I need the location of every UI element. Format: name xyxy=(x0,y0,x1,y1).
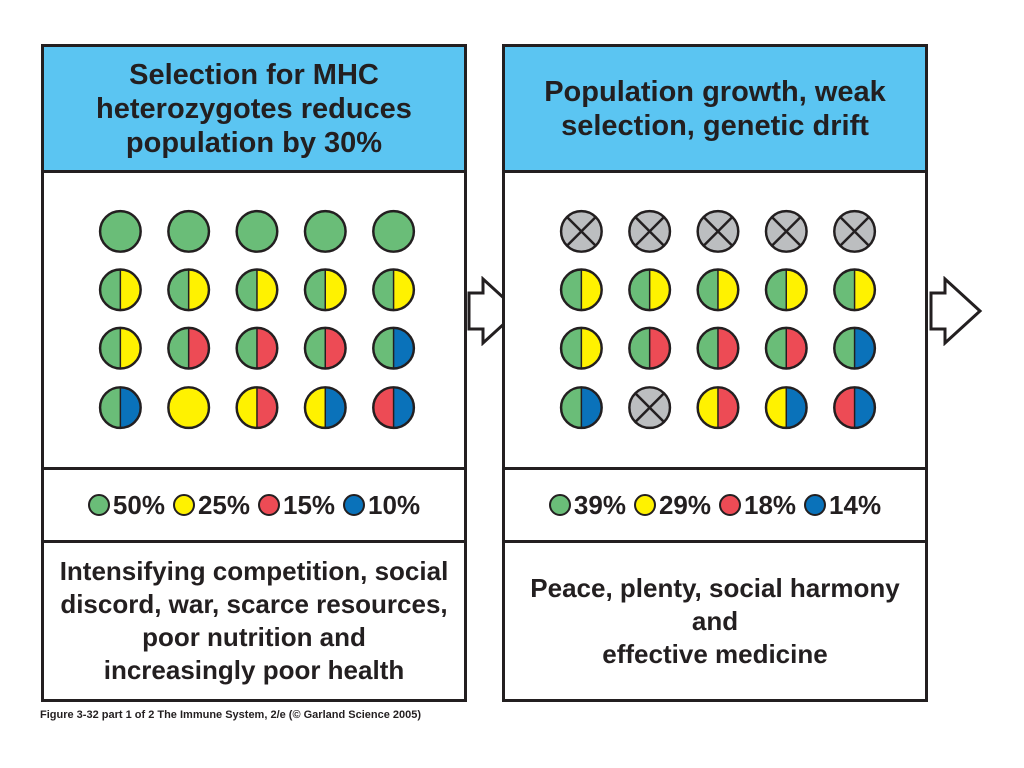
eliminated-genotype-icon xyxy=(833,209,877,253)
green-yellow-heterozygote-icon xyxy=(167,268,211,312)
green-yellow-heterozygote-icon xyxy=(696,268,740,312)
green-red-heterozygote-icon xyxy=(628,326,672,370)
green-homozygote-icon xyxy=(235,209,279,253)
panel-caption: Peace, plenty, social harmony and effect… xyxy=(505,543,925,699)
frequency-label: 39% xyxy=(573,489,626,520)
green-red-heterozygote-icon xyxy=(764,326,808,370)
panel-selection: Selection for MHC heterozygotes reduces … xyxy=(41,44,467,702)
green-homozygote-icon xyxy=(98,209,142,253)
yellow-red-heterozygote-icon xyxy=(235,386,279,430)
frequency-label: 50% xyxy=(112,489,165,520)
allele-frequency-legend: 50% 25% 15% 10% xyxy=(44,470,464,543)
red-blue-heterozygote-icon xyxy=(372,386,416,430)
frequency-label: 15% xyxy=(283,489,336,520)
green-yellow-heterozygote-icon xyxy=(303,268,347,312)
green-homozygote-icon xyxy=(167,209,211,253)
green-yellow-heterozygote-icon xyxy=(372,268,416,312)
yellow-allele-icon xyxy=(633,494,656,516)
frequency-red: 18% xyxy=(719,490,796,521)
frequency-label: 14% xyxy=(829,489,882,520)
caption-text: Peace, plenty, social harmony and effect… xyxy=(530,572,900,669)
green-red-heterozygote-icon xyxy=(167,326,211,370)
blue-allele-icon xyxy=(343,494,366,516)
caption-text: Intensifying competition, social discord… xyxy=(59,556,449,685)
frequency-green: 50% xyxy=(87,489,165,521)
green-yellow-heterozygote-icon xyxy=(833,268,877,312)
panel-header: Selection for MHC heterozygotes reduces … xyxy=(44,47,464,173)
green-yellow-heterozygote-icon xyxy=(764,268,808,312)
genotype-grid-area xyxy=(505,173,925,470)
red-allele-icon xyxy=(719,494,741,516)
green-blue-heterozygote-icon xyxy=(833,326,877,370)
blue-allele-icon xyxy=(804,494,827,516)
green-blue-heterozygote-icon xyxy=(559,386,603,430)
eliminated-genotype-icon xyxy=(628,386,672,430)
right-arrow-icon xyxy=(467,276,521,346)
frequency-label: 10% xyxy=(368,489,421,520)
green-blue-heterozygote-icon xyxy=(98,386,142,430)
eliminated-genotype-icon xyxy=(559,209,603,253)
green-yellow-heterozygote-icon xyxy=(235,268,279,312)
frequency-blue: 14% xyxy=(804,490,881,521)
green-red-heterozygote-icon xyxy=(696,326,740,370)
red-allele-icon xyxy=(258,494,280,516)
genotype-grid xyxy=(559,209,877,430)
green-homozygote-icon xyxy=(372,209,416,253)
green-yellow-heterozygote-icon xyxy=(559,268,603,312)
eliminated-genotype-icon xyxy=(764,209,808,253)
allele-frequency-legend: 39% 29% 18% 14% xyxy=(505,470,925,543)
panel-caption: Intensifying competition, social discord… xyxy=(44,543,464,699)
panel-title: Population growth, weak selection, genet… xyxy=(544,75,886,142)
yellow-homozygote-icon xyxy=(167,386,211,430)
panel-title: Selection for MHC heterozygotes reduces … xyxy=(96,58,412,159)
green-blue-heterozygote-icon xyxy=(372,326,416,370)
green-red-heterozygote-icon xyxy=(235,326,279,370)
frequency-red: 15% xyxy=(258,490,335,521)
red-blue-heterozygote-icon xyxy=(833,386,877,430)
green-yellow-heterozygote-icon xyxy=(98,326,142,370)
eliminated-genotype-icon xyxy=(696,209,740,253)
frequency-yellow: 25% xyxy=(172,489,250,521)
genotype-grid xyxy=(98,209,416,430)
green-yellow-heterozygote-icon xyxy=(628,268,672,312)
eliminated-genotype-icon xyxy=(628,209,672,253)
figure-credit: Figure 3-32 part 1 of 2 The Immune Syste… xyxy=(40,709,422,721)
yellow-allele-icon xyxy=(172,494,195,516)
green-yellow-heterozygote-icon xyxy=(559,326,603,370)
green-allele-icon xyxy=(87,494,110,516)
green-red-heterozygote-icon xyxy=(303,326,347,370)
frequency-label: 18% xyxy=(744,489,797,520)
frequency-blue: 10% xyxy=(343,490,420,521)
yellow-blue-heterozygote-icon xyxy=(764,386,808,430)
frequency-green: 39% xyxy=(548,489,626,521)
frequency-yellow: 29% xyxy=(633,489,711,521)
panel-drift: Population growth, weak selection, genet… xyxy=(502,44,928,702)
frequency-label: 29% xyxy=(658,489,711,520)
yellow-blue-heterozygote-icon xyxy=(303,386,347,430)
green-allele-icon xyxy=(548,494,571,516)
right-arrow-icon xyxy=(929,276,983,346)
green-yellow-heterozygote-icon xyxy=(98,268,142,312)
frequency-label: 25% xyxy=(197,489,250,520)
green-homozygote-icon xyxy=(303,209,347,253)
genotype-grid-area xyxy=(44,173,464,470)
yellow-red-heterozygote-icon xyxy=(696,386,740,430)
panel-header: Population growth, weak selection, genet… xyxy=(505,47,925,173)
